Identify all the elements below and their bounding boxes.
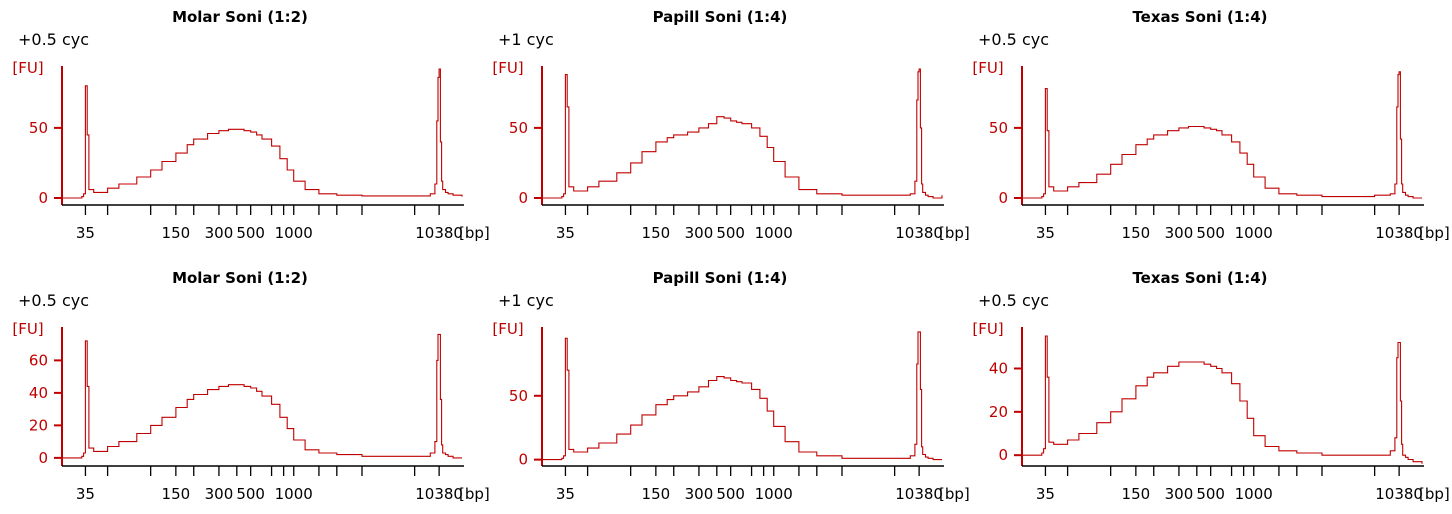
x-tick-label: 300: [685, 224, 714, 242]
y-tick-label: 0: [518, 451, 528, 469]
x-tick-label: 300: [1165, 485, 1194, 503]
electropherogram-panel: Molar Soni (1:2) +0.5 cyc [FU] 0 20 40 60 35 150…: [0, 261, 489, 514]
panel-title: Texas Soni (1:4): [1132, 269, 1268, 287]
x-tick-label: 300: [205, 224, 234, 242]
x-tick-label: 10380: [1375, 485, 1423, 503]
x-tick-label: 150: [1122, 485, 1151, 503]
y-axis-label: [FU]: [12, 59, 43, 77]
x-tick-label: 35: [76, 485, 95, 503]
x-tick-label: 1000: [275, 485, 313, 503]
series-trace: [542, 68, 943, 199]
x-tick-label: 1000: [1235, 224, 1273, 242]
y-tick-label: 50: [29, 119, 48, 137]
y-tick-label: 0: [998, 189, 1008, 207]
x-tick-label: 500: [716, 224, 745, 242]
panel-title: Papill Soni (1:4): [652, 8, 788, 26]
x-tick-label: 1000: [1235, 485, 1273, 503]
x-unit-label: [bp]: [939, 224, 970, 242]
x-tick-label: 35: [76, 224, 95, 242]
y-tick-label: 0: [38, 449, 48, 467]
panel-title: Texas Soni (1:4): [1132, 8, 1268, 26]
y-axis-label: [FU]: [972, 59, 1003, 77]
electropherogram-panel: Papill Soni (1:4) +1 cyc [FU] 0 50 35 150 300 50…: [480, 261, 969, 514]
y-tick-label: 0: [518, 189, 528, 207]
y-tick-label: 40: [29, 384, 48, 402]
y-tick-label: 0: [998, 446, 1008, 464]
y-tick-label: 0: [38, 189, 48, 207]
plot-svg: [FU] 0 50 35 150 300 500 1000 10380[bp]: [12, 59, 489, 242]
x-unit-label: [bp]: [1419, 485, 1450, 503]
cycle-note: +0.5 cyc: [978, 30, 1049, 49]
y-tick-label: 50: [509, 119, 528, 137]
x-tick-label: 300: [1165, 224, 1194, 242]
x-tick-label: 1000: [755, 485, 793, 503]
y-axis-label: [FU]: [492, 320, 523, 338]
series-trace: [62, 333, 462, 459]
x-unit-label: [bp]: [459, 485, 490, 503]
series-trace: [1022, 71, 1422, 199]
x-tick-label: 150: [642, 224, 671, 242]
panel-title: Molar Soni (1:2): [172, 8, 308, 26]
y-axis-label: [FU]: [492, 59, 523, 77]
y-tick-label: 50: [509, 387, 528, 405]
plot-svg: [FU] 0 20 40 60 35 150 300 500 1000 10380[bp]: [12, 320, 489, 503]
x-tick-label: 10380: [895, 485, 943, 503]
y-tick-label: 60: [29, 351, 48, 369]
x-unit-label: [bp]: [459, 224, 490, 242]
x-tick-label: 10380: [415, 224, 463, 242]
x-tick-label: 500: [236, 485, 265, 503]
x-tick-label: 10380: [1375, 224, 1423, 242]
x-tick-label: 300: [205, 485, 234, 503]
y-tick-label: 20: [989, 403, 1008, 421]
electropherogram-panel: Molar Soni (1:2) +0.5 cyc [FU] 0 50 35 150 300 5…: [0, 0, 489, 253]
y-tick-label: 40: [989, 360, 1008, 378]
y-axis-label: [FU]: [972, 320, 1003, 338]
plot-svg: [FU] 0 50 35 150 300 500 1000 10380[bp]: [972, 59, 1449, 242]
y-axis-label: [FU]: [12, 320, 43, 338]
cycle-note: +0.5 cyc: [18, 291, 89, 310]
x-tick-label: 150: [642, 485, 671, 503]
series-trace: [542, 331, 942, 461]
electropherogram-panel: Texas Soni (1:4) +0.5 cyc [FU] 0 50 35 150 300 5…: [960, 0, 1449, 253]
x-tick-label: 500: [716, 485, 745, 503]
x-tick-label: 500: [1196, 224, 1225, 242]
cycle-note: +1 cyc: [498, 30, 554, 49]
plot-svg: [FU] 0 20 40 35 150 300 500 1000 10380[bp]: [972, 320, 1449, 503]
y-tick-label: 50: [989, 119, 1008, 137]
x-tick-label: 150: [162, 485, 191, 503]
x-tick-label: 1000: [275, 224, 313, 242]
x-tick-label: 35: [1036, 485, 1055, 503]
x-tick-label: 10380: [415, 485, 463, 503]
series-trace: [62, 68, 463, 199]
cycle-note: +1 cyc: [498, 291, 554, 310]
panel-title: Molar Soni (1:2): [172, 269, 308, 287]
x-tick-label: 10380: [895, 224, 943, 242]
x-tick-label: 35: [556, 485, 575, 503]
panel-title: Papill Soni (1:4): [652, 269, 788, 287]
x-tick-label: 150: [1122, 224, 1151, 242]
x-unit-label: [bp]: [1419, 224, 1450, 242]
x-tick-label: 500: [236, 224, 265, 242]
series-trace: [1022, 335, 1423, 464]
x-tick-label: 150: [162, 224, 191, 242]
cycle-note: +0.5 cyc: [978, 291, 1049, 310]
y-tick-label: 20: [29, 416, 48, 434]
x-tick-label: 1000: [755, 224, 793, 242]
x-tick-label: 35: [556, 224, 575, 242]
electropherogram-panel: Papill Soni (1:4) +1 cyc [FU] 0 50 35 150 300 50…: [480, 0, 969, 253]
plot-svg: [FU] 0 50 35 150 300 500 1000 10380[bp]: [492, 59, 969, 242]
electropherogram-panel: Texas Soni (1:4) +0.5 cyc [FU] 0 20 40 35 150 30…: [960, 261, 1449, 514]
x-tick-label: 500: [1196, 485, 1225, 503]
x-unit-label: [bp]: [939, 485, 970, 503]
cycle-note: +0.5 cyc: [18, 30, 89, 49]
plot-svg: [FU] 0 50 35 150 300 500 1000 10380[bp]: [492, 320, 969, 503]
x-tick-label: 300: [685, 485, 714, 503]
x-tick-label: 35: [1036, 224, 1055, 242]
